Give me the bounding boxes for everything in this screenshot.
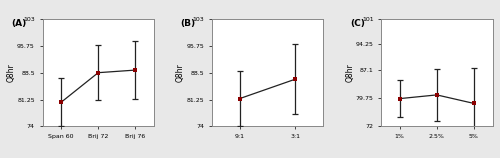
Text: (C): (C): [350, 19, 365, 28]
Point: [236, 97, 244, 100]
Y-axis label: Q8hr: Q8hr: [6, 63, 16, 82]
Point: [292, 78, 300, 80]
Text: (A): (A): [12, 19, 26, 28]
Point: [433, 94, 441, 96]
Point: [132, 69, 140, 71]
Point: [94, 71, 102, 74]
Y-axis label: Q8hr: Q8hr: [345, 63, 354, 82]
Text: (B): (B): [180, 19, 196, 28]
Point: [396, 97, 404, 100]
Y-axis label: Q8hr: Q8hr: [176, 63, 185, 82]
Point: [470, 102, 478, 105]
Point: [57, 101, 65, 104]
